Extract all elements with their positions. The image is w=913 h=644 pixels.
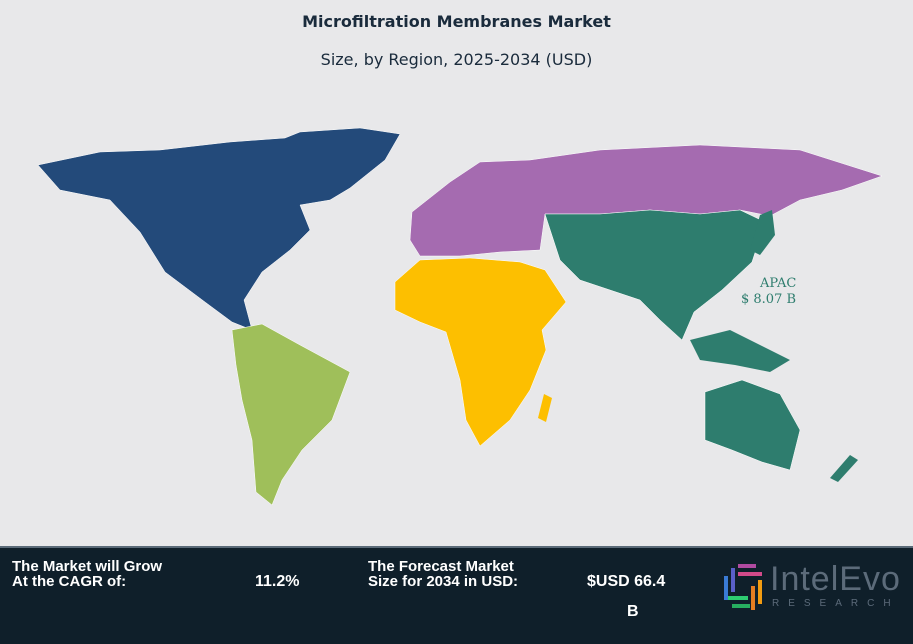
cagr-label-line1: The Market will Grow <box>12 558 163 575</box>
region-asia-pacific <box>544 209 766 341</box>
logo-name: IntelEvo <box>770 560 901 598</box>
apac-value-label: $ 8.07 B <box>741 292 797 307</box>
australia <box>704 379 801 471</box>
forecast-value: $USD 66.4 <box>587 573 666 590</box>
chart-title: Microfiltration Membranes Market <box>302 12 611 31</box>
logo-subtitle: RESEARCH <box>772 598 900 609</box>
forecast-label-line1: The Forecast Market <box>368 558 514 575</box>
world-map <box>37 127 883 506</box>
forecast-value-unit: B <box>627 603 639 620</box>
summary-footer: The Market will Grow At the CAGR of: 11.… <box>0 546 913 644</box>
region-north-america <box>37 127 401 331</box>
forecast-label-line2: Size for 2034 in USD: <box>368 573 519 590</box>
region-africa <box>394 257 567 447</box>
japan <box>750 210 775 255</box>
region-europe <box>409 144 883 257</box>
chart-subtitle: Size, by Region, 2025-2034 (USD) <box>320 50 593 69</box>
cagr-label-line2: At the CAGR of: <box>12 573 127 590</box>
intelevo-logo-icon <box>724 564 762 610</box>
new-zealand <box>830 455 858 482</box>
southeast-asia-islands <box>690 330 790 372</box>
cagr-value: 11.2% <box>255 573 300 590</box>
apac-region-label: APAC <box>760 276 797 291</box>
madagascar <box>538 394 552 422</box>
region-south-america <box>231 323 351 506</box>
